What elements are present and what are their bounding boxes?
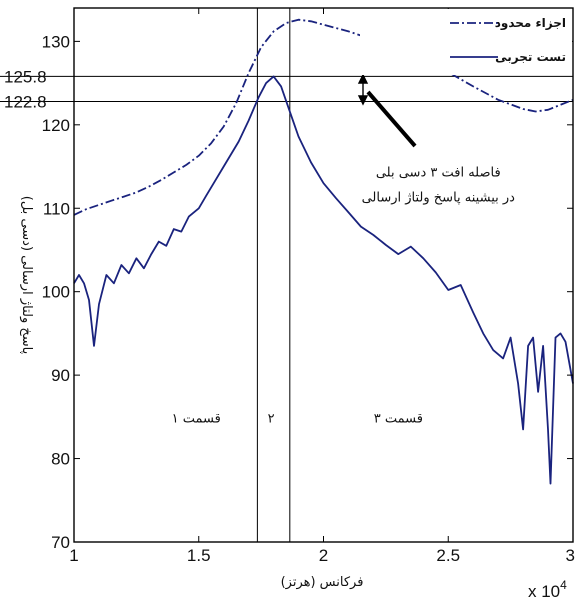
legend-label-fem: اجزاء محدود [495, 16, 566, 31]
y-tick-label-1: 70 [51, 533, 70, 552]
legend: اجزاء محدود تست تجربی [360, 9, 572, 75]
series-line-1 [73, 18, 574, 216]
y-tick-label-2: 80 [51, 450, 70, 469]
reference-value-labels: 125.8 122.8 [4, 67, 47, 111]
annotation-5: قسمت ۳ [374, 412, 423, 427]
annotation-2: در بیشینه پاسخ ولتاژ ارسالی [362, 191, 516, 206]
annotation-3: قسمت ۱ [172, 412, 221, 427]
y-tick-label-4: 100 [42, 283, 70, 302]
double-arrow-icon [357, 73, 369, 106]
x-tick-label-1: 1 [69, 546, 78, 565]
y-tick-label-6: 120 [42, 116, 70, 135]
y-tick-label-3: 90 [51, 366, 70, 385]
vertical-reference-lines [256, 8, 291, 542]
y-tick-label-5: 110 [43, 199, 70, 218]
legend-label-test: تست تجربی [495, 50, 566, 64]
x-multiplier: x 104 [528, 578, 567, 601]
x-tick-label-5: 3 [566, 546, 575, 565]
plot-background [74, 8, 573, 542]
reference-label-1: 125.8 [4, 67, 47, 86]
series-line-2 [73, 75, 574, 485]
y-axis-label: پاسخ ولتاژ ارسالی (دسی بل) [19, 196, 34, 355]
annotation-pointer [366, 90, 417, 148]
x-tick-labels: 1 1.5 2 2.5 3 [69, 546, 575, 565]
y-tick-labels: 70 80 90 100 110 120 130 [42, 32, 70, 552]
annotation-1: فاصله افت ۳ دسی بلی [376, 166, 501, 181]
x-tick-label-4: 2.5 [436, 546, 460, 565]
x-tick-label-3: 2 [319, 546, 328, 565]
x-axis-label: فرکانس (هرتز) [281, 575, 364, 590]
annotation-4: ۲ [268, 412, 275, 427]
reference-label-2: 122.8 [4, 92, 47, 111]
y-tick-label-7: 130 [42, 32, 70, 51]
x-tick-label-2: 1.5 [187, 546, 211, 565]
series-lines [73, 18, 574, 485]
annotations: فاصله افت ۳ دسی بلی در بیشینه پاسخ ولتاژ … [172, 166, 516, 427]
legend-box [360, 9, 572, 75]
